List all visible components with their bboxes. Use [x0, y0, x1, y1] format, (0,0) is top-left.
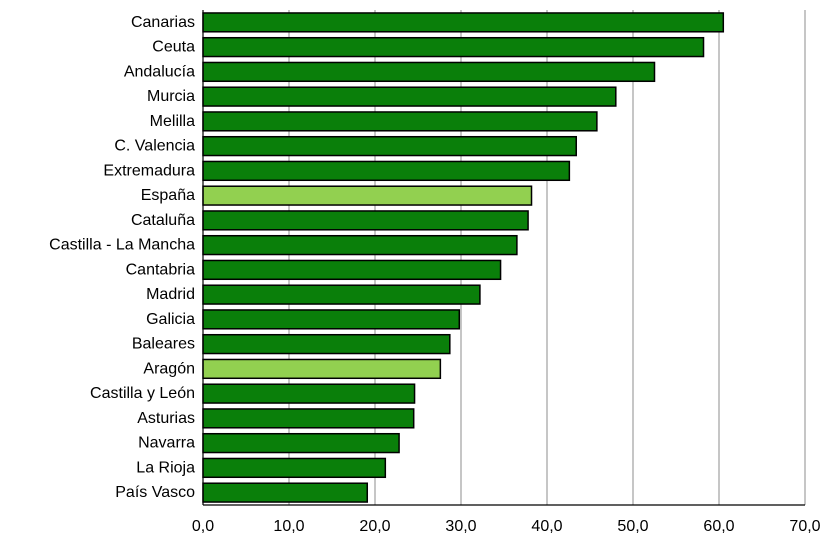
category-label-2: Ceuta [152, 39, 195, 56]
bar-11 [202, 259, 502, 281]
x-tick-label-4: 40,0 [531, 518, 562, 535]
bars [202, 12, 725, 503]
x-tick-labels: 0,0 10,0 20,0 30,0 40,0 50,0 60,0 70,0 [192, 518, 821, 535]
category-label-12: Madrid [146, 286, 195, 303]
bar-10 [202, 234, 518, 256]
category-label-13: Galicia [146, 311, 195, 328]
category-label-8: España [141, 187, 195, 204]
bar-3 [202, 61, 656, 83]
x-tick-label-0: 0,0 [192, 518, 214, 535]
bar-19 [202, 457, 387, 479]
category-label-14: Baleares [132, 336, 195, 353]
category-label-16: Castilla y León [90, 385, 195, 402]
bar-6 [202, 135, 577, 157]
category-labels: Canarias Ceuta Andalucía Murcia Melilla C. Va… [49, 14, 195, 501]
grid-lines [288, 10, 806, 505]
category-label-18: Navarra [138, 435, 195, 452]
x-tick-label-3: 30,0 [445, 518, 476, 535]
category-label-6: C. Valencia [114, 138, 195, 155]
bar-5 [202, 111, 598, 132]
bar-4 [202, 86, 617, 107]
bar-12 [202, 284, 481, 305]
category-label-1: Canarias [131, 14, 195, 31]
bar-1 [202, 12, 725, 33]
category-label-4: Murcia [147, 88, 195, 105]
bar-18 [202, 432, 400, 454]
bar-17 [202, 408, 415, 429]
category-label-10: Castilla - La Mancha [49, 237, 195, 254]
x-tick-label-7: 70,0 [789, 518, 820, 535]
category-label-15: Aragón [143, 360, 195, 377]
bar-9 [202, 210, 529, 231]
x-tick-label-1: 10,0 [273, 518, 304, 535]
category-label-7: Extremadura [103, 162, 195, 179]
bar-2 [202, 36, 705, 58]
x-tick-label-2: 20,0 [359, 518, 390, 535]
bar-14 [202, 333, 451, 355]
bar-15 [202, 358, 442, 380]
category-label-19: La Rioja [136, 459, 195, 476]
category-label-11: Cantabria [126, 261, 195, 278]
x-tick-label-5: 50,0 [617, 518, 648, 535]
x-tick-label-6: 60,0 [703, 518, 734, 535]
category-label-9: Cataluña [131, 212, 195, 229]
bar-13 [202, 309, 461, 330]
category-label-5: Melilla [150, 113, 195, 130]
bar-20 [202, 482, 369, 503]
bar-8 [202, 185, 533, 206]
category-label-20: País Vasco [115, 484, 195, 501]
category-label-17: Asturias [137, 410, 195, 427]
bar-16 [202, 383, 416, 404]
category-label-3: Andalucía [124, 63, 195, 80]
bar-7 [202, 160, 571, 182]
